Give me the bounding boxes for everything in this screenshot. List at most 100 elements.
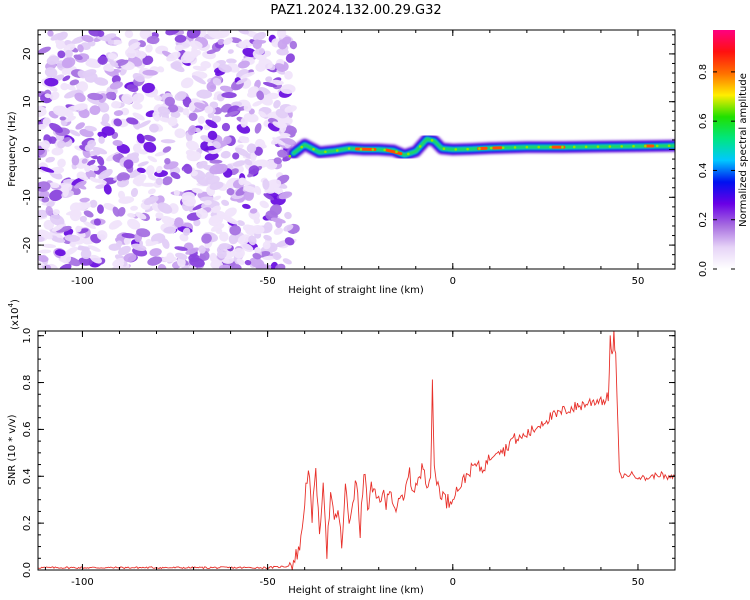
noise-blob [255, 47, 265, 55]
signal-dot [549, 145, 552, 149]
noise-blob [84, 202, 91, 209]
signal-hotspot [384, 148, 403, 156]
noise-blob [157, 202, 173, 214]
signal-dot [383, 148, 386, 152]
noise-blob [279, 132, 291, 138]
noise-blob [174, 128, 186, 139]
noise-blob [174, 91, 187, 101]
noise-blob [242, 47, 257, 58]
y-tick-label: 1.0 [22, 328, 33, 344]
noise-blob [258, 111, 267, 117]
noise-blob [240, 242, 254, 253]
y-tick-label: 0.0 [22, 562, 33, 578]
noise-blob [116, 240, 123, 247]
snr-series-line [38, 331, 675, 570]
noise-blob [38, 229, 53, 240]
noise-blob [108, 219, 122, 230]
noise-blob [277, 149, 288, 158]
noise-blob [240, 71, 255, 79]
noise-blob [224, 217, 239, 225]
x-tick-label: 50 [632, 276, 645, 287]
noise-blob [142, 55, 154, 66]
noise-blob [265, 76, 273, 83]
spectrogram-y-ticks: -20 -10 0 10 20 [22, 34, 675, 265]
noise-blob [242, 203, 251, 209]
noise-blob [274, 263, 286, 269]
noise-blob [161, 238, 170, 249]
noise-blob [272, 252, 282, 261]
noise-blob [236, 78, 248, 85]
figure-title: PAZ1.2024.132.00.29.G32 [270, 3, 441, 18]
noise-blob [96, 230, 108, 241]
noise-blob [252, 31, 267, 42]
noise-blob [77, 70, 88, 79]
y-tick-label: 0.2 [22, 515, 33, 531]
noise-blob [193, 218, 201, 227]
signal-dot [300, 145, 303, 149]
signal-dot [430, 139, 434, 142]
noise-blob [147, 188, 156, 195]
noise-blob [284, 237, 295, 246]
noise-blob [220, 150, 231, 159]
noise-blob [150, 233, 166, 244]
noise-blob [181, 195, 196, 207]
x-tick-label: -50 [259, 276, 275, 287]
noise-blob [155, 165, 163, 174]
noise-blob [111, 101, 122, 109]
noise-blob [44, 93, 52, 99]
noise-blob [263, 234, 272, 241]
noise-blob [235, 147, 250, 157]
noise-blob [145, 44, 153, 53]
noise-blob [189, 40, 203, 49]
noise-blob [38, 141, 44, 148]
noise-blob [207, 30, 223, 39]
noise-blob [209, 181, 224, 191]
noise-blob [227, 49, 234, 54]
noise-blob [84, 165, 91, 173]
noise-blob [252, 252, 262, 260]
noise-blob [263, 81, 278, 88]
noise-blob [207, 112, 215, 119]
noise-blob [284, 105, 297, 113]
snr-plot-area [38, 331, 675, 570]
noise-blob [236, 123, 251, 134]
noise-blob [174, 44, 184, 52]
noise-blob [38, 255, 49, 263]
signal-dot [395, 150, 398, 154]
noise-blob [43, 219, 55, 230]
noise-blob [244, 259, 252, 266]
noise-blob [117, 59, 129, 67]
noise-blob [263, 193, 275, 201]
noise-blob [273, 227, 284, 235]
noise-blob [205, 145, 217, 151]
noise-blob [83, 210, 94, 218]
noise-blob [147, 155, 158, 163]
noise-blob [186, 151, 202, 162]
snr-frame [37, 330, 676, 571]
noise-blob [136, 167, 146, 174]
noise-blob [284, 211, 292, 220]
noise-blob [259, 200, 269, 209]
noise-blob [274, 63, 286, 70]
noise-blob [166, 252, 175, 261]
x-tick-label: -50 [259, 577, 275, 588]
noise-blob [38, 209, 48, 218]
noise-blob [49, 189, 63, 202]
signal-dot [537, 145, 541, 149]
noise-blob [249, 208, 258, 214]
snr-y-ticks: 0.0 0.2 0.4 0.6 0.8 1.0 [22, 328, 675, 578]
noise-blob [113, 118, 123, 127]
noise-blob [65, 246, 78, 256]
colorbar-tick-label: 0.8 [698, 64, 709, 80]
noise-blob [63, 43, 76, 52]
noise-blob [162, 176, 173, 186]
noise-blob [173, 217, 184, 228]
snr-x-axis-label: Height of straight line (km) [288, 585, 424, 596]
signal-dot [584, 145, 588, 149]
noise-blob [217, 249, 227, 259]
noise-blob [219, 264, 233, 269]
noise-blob [137, 161, 149, 167]
noise-blob [78, 108, 90, 119]
noise-blob [145, 241, 159, 247]
spectrogram-signal-trace [287, 132, 675, 162]
